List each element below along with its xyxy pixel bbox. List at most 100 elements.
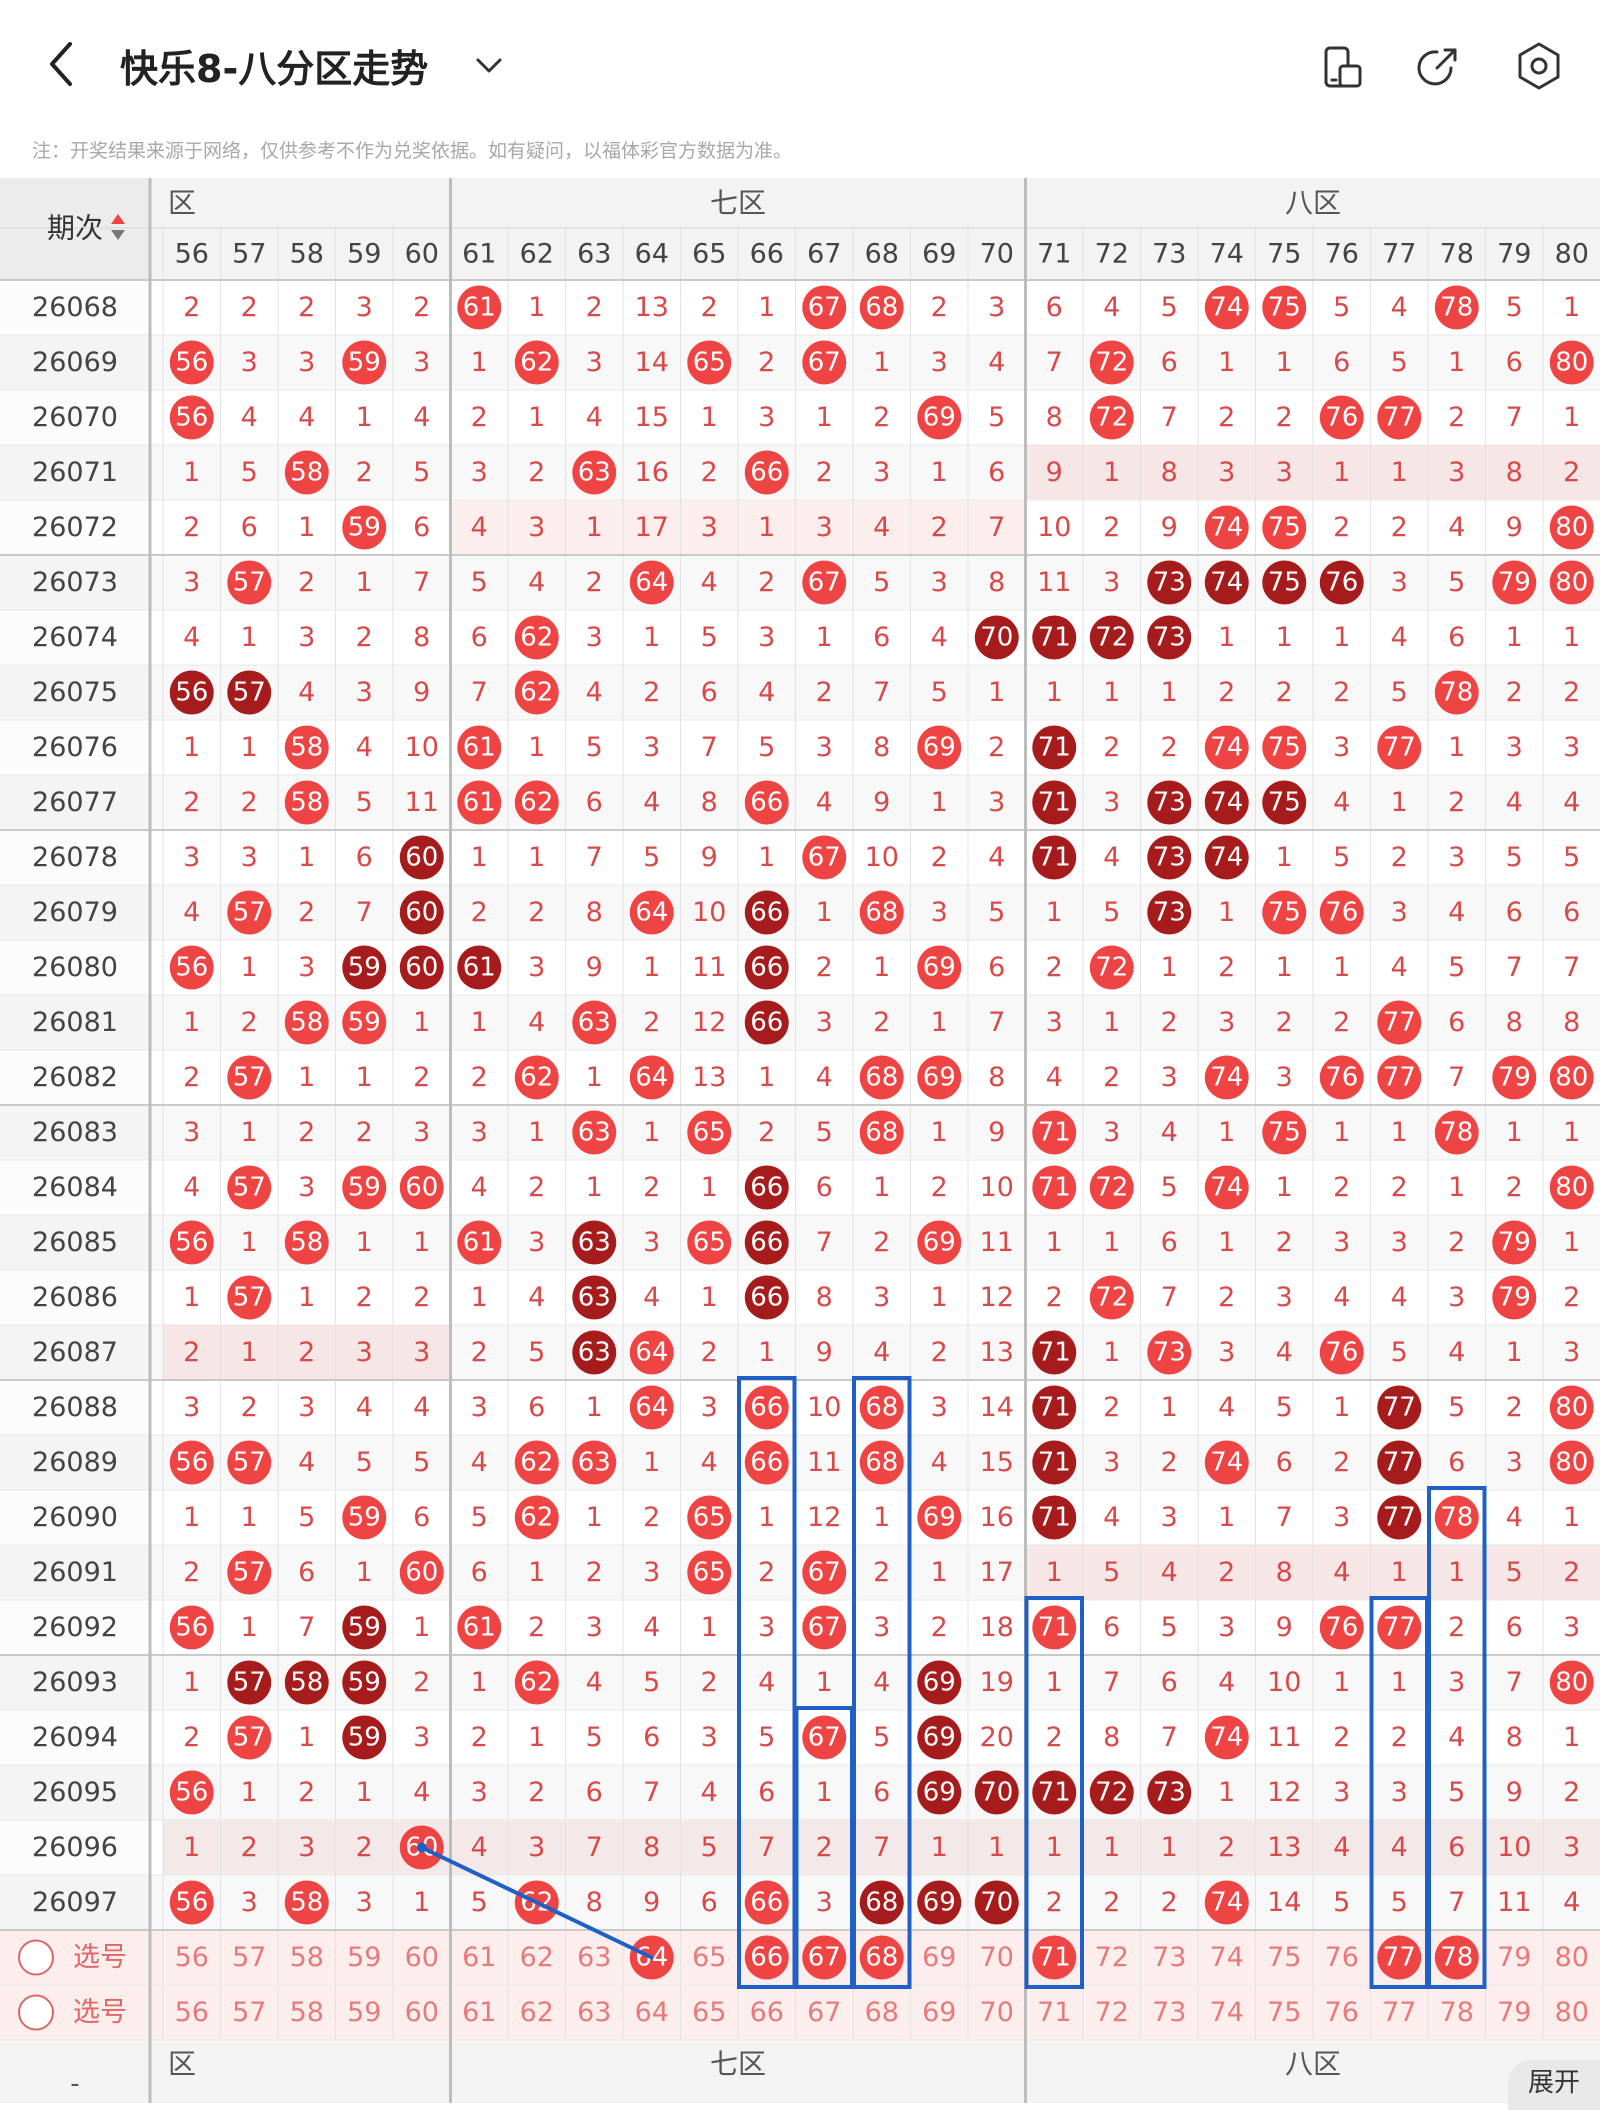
omission-value: 2 (1046, 1282, 1063, 1313)
selectable-number[interactable]: 58 (290, 1997, 324, 2028)
selectable-number[interactable]: 70 (980, 1942, 1014, 1973)
omission-value: 1 (586, 1172, 603, 1203)
omission-value: 2 (816, 677, 833, 708)
selectable-number[interactable]: 63 (577, 1997, 611, 2028)
selectable-number[interactable]: 57 (232, 1942, 266, 1973)
number-ball-label: 62 (520, 348, 553, 378)
omission-value: 4 (1046, 1062, 1063, 1093)
selectable-number[interactable]: 56 (175, 1997, 209, 2028)
omission-value: 2 (1448, 402, 1465, 433)
selectable-number[interactable]: 63 (577, 1942, 611, 1973)
period-label: 26073 (32, 567, 118, 598)
selectable-number[interactable]: 79 (1497, 1997, 1531, 2028)
selectable-number[interactable]: 61 (462, 1997, 496, 2028)
omission-value: 1 (1276, 347, 1293, 378)
omission-value: 3 (1448, 457, 1465, 488)
selectable-number[interactable]: 75 (1267, 1997, 1301, 2028)
omission-value: 4 (701, 567, 718, 598)
omission-value: 4 (816, 1062, 833, 1093)
selectable-number[interactable]: 65 (692, 1942, 726, 1973)
selectable-number[interactable]: 80 (1555, 1997, 1589, 2028)
omission-value: 1 (1563, 1227, 1580, 1258)
period-header-label[interactable]: 期次 (47, 212, 103, 245)
selectable-number[interactable]: 72 (1095, 1997, 1129, 2028)
number-ball-label: 63 (578, 1448, 611, 1478)
select-row-label[interactable]: 选号 (73, 1942, 127, 1973)
omission-value: 3 (758, 1612, 775, 1643)
selectable-number[interactable]: 77 (1382, 1997, 1416, 2028)
selectable-number[interactable]: 60 (405, 1942, 439, 1973)
omission-value: 3 (471, 1392, 488, 1423)
selectable-number[interactable]: 62 (520, 1997, 554, 2028)
number-ball-label: 57 (233, 1283, 266, 1313)
omission-value: 1 (1161, 1832, 1178, 1863)
omission-value: 2 (586, 567, 603, 598)
selectable-number[interactable]: 66 (750, 1997, 784, 2028)
selectable-number[interactable]: 58 (290, 1942, 324, 1973)
selectable-number[interactable]: 62 (520, 1942, 554, 1973)
selectable-number[interactable]: 59 (347, 1997, 381, 2028)
omission-value: 4 (471, 512, 488, 543)
omission-value: 5 (356, 787, 373, 818)
select-radio[interactable] (19, 1941, 53, 1975)
selectable-number[interactable]: 73 (1152, 1997, 1186, 2028)
omission-value: 6 (1448, 1447, 1465, 1478)
omission-value: 1 (701, 1612, 718, 1643)
omission-value: 9 (988, 1117, 1005, 1148)
omission-value: 2 (1276, 677, 1293, 708)
selectable-number[interactable]: 65 (692, 1997, 726, 2028)
selectable-number[interactable]: 70 (980, 1997, 1014, 2028)
omission-value: 1 (1046, 1557, 1063, 1588)
omission-value: 1 (241, 1777, 258, 1808)
number-ball-label: 73 (1153, 788, 1186, 818)
selectable-number[interactable]: 61 (462, 1942, 496, 1973)
omission-value: 7 (873, 1832, 890, 1863)
selectable-number[interactable]: 75 (1267, 1942, 1301, 1973)
selectable-number[interactable]: 57 (232, 1997, 266, 2028)
selectable-number[interactable]: 67 (807, 1997, 841, 2028)
selectable-number[interactable]: 69 (922, 1997, 956, 2028)
select-radio[interactable] (19, 1996, 53, 2030)
selectable-number[interactable]: 76 (1325, 1942, 1359, 1973)
omission-value: 1 (1391, 457, 1408, 488)
zone-label-6: 区 (168, 2048, 196, 2081)
omission-value: 2 (241, 1392, 258, 1423)
number-ball-label: 68 (865, 293, 898, 323)
selectable-number[interactable]: 80 (1555, 1942, 1589, 1973)
selectable-number[interactable]: 73 (1152, 1942, 1186, 1973)
omission-value: 2 (1046, 1887, 1063, 1918)
omission-value: 4 (183, 897, 200, 928)
omission-value: 2 (1391, 1722, 1408, 1753)
selectable-number[interactable]: 56 (175, 1942, 209, 1973)
period-label: 26079 (32, 897, 118, 928)
selectable-number[interactable]: 60 (405, 1997, 439, 2028)
selectable-number[interactable]: 72 (1095, 1942, 1129, 1973)
selectable-number[interactable]: 76 (1325, 1997, 1359, 2028)
selectable-number[interactable]: 68 (865, 1997, 899, 2028)
selectable-number[interactable]: 74 (1210, 1997, 1244, 2028)
selectable-number[interactable]: 78 (1440, 1997, 1474, 2028)
omission-value: 8 (701, 787, 718, 818)
selectable-number[interactable]: 69 (922, 1942, 956, 1973)
select-row-label[interactable]: 选号 (73, 1997, 127, 2028)
omission-value: 7 (988, 1007, 1005, 1038)
number-ball-label: 73 (1153, 898, 1186, 928)
selectable-number[interactable]: 79 (1497, 1942, 1531, 1973)
selectable-number[interactable]: 74 (1210, 1942, 1244, 1973)
omission-value: 4 (873, 1337, 890, 1368)
omission-value: 7 (1103, 1667, 1120, 1698)
omission-value: 2 (183, 787, 200, 818)
omission-value: 5 (1506, 292, 1523, 323)
period-label: 26081 (32, 1007, 118, 1038)
omission-value: 3 (1563, 1337, 1580, 1368)
omission-value: 1 (816, 402, 833, 433)
omission-value: 5 (413, 1447, 430, 1478)
number-ball-label: 74 (1210, 788, 1243, 818)
selectable-number[interactable]: 59 (347, 1942, 381, 1973)
omission-value: 2 (528, 1612, 545, 1643)
selectable-number[interactable]: 64 (635, 1997, 669, 2028)
omission-value: 6 (1276, 1447, 1293, 1478)
selectable-number[interactable]: 71 (1037, 1997, 1071, 2028)
omission-value: 2 (528, 1777, 545, 1808)
omission-value: 1 (816, 622, 833, 653)
